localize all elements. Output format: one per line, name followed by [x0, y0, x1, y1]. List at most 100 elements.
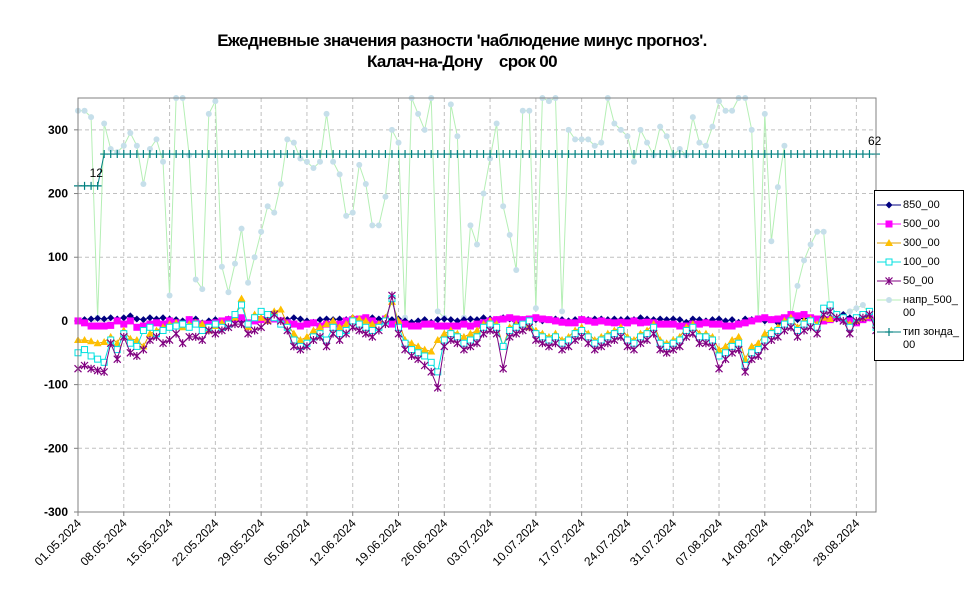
point [303, 320, 311, 328]
legend-symbol [877, 258, 901, 266]
point [682, 326, 690, 334]
point [499, 364, 508, 373]
point [846, 308, 853, 315]
point [669, 339, 677, 347]
point [649, 329, 658, 338]
point [217, 326, 226, 335]
point [669, 345, 678, 354]
point [493, 120, 500, 127]
point [493, 316, 501, 324]
point [211, 329, 220, 338]
point [93, 339, 102, 347]
point [532, 305, 539, 312]
point [662, 348, 671, 357]
point [676, 316, 684, 324]
point [885, 328, 893, 336]
point [185, 316, 193, 324]
point [342, 320, 351, 328]
point [820, 304, 828, 312]
point [630, 345, 638, 354]
point [545, 98, 552, 105]
point [231, 260, 238, 267]
x-tick-label: 07.08.2024 [673, 516, 726, 569]
point [225, 289, 232, 296]
x-tick-label: 31.07.2024 [627, 516, 680, 569]
point [107, 314, 115, 322]
point [80, 361, 89, 370]
point [421, 320, 429, 328]
point [487, 155, 494, 162]
point [584, 317, 592, 325]
point [257, 313, 266, 321]
point [689, 323, 697, 331]
point [748, 126, 755, 133]
legend-entry: 850_00 [875, 199, 963, 212]
point [362, 323, 370, 331]
chart-subtitle: Калач-на-Дону срок 00 [367, 52, 557, 71]
point [630, 158, 637, 165]
point [807, 241, 814, 248]
point [474, 241, 480, 248]
legend-entry: 300_00 [875, 237, 963, 250]
point [473, 333, 481, 341]
point [709, 123, 716, 130]
point [290, 320, 298, 328]
point [617, 126, 624, 133]
x-tick-label: 19.06.2024 [352, 516, 405, 569]
point [480, 323, 488, 331]
point [499, 315, 507, 323]
point [126, 339, 134, 347]
point [741, 367, 750, 376]
point [722, 107, 729, 114]
point [330, 158, 337, 165]
x-tick-label: 28.08.2024 [810, 516, 863, 569]
point [708, 342, 717, 351]
point [198, 336, 207, 345]
legend-symbol [877, 220, 901, 228]
point [433, 336, 442, 344]
legend-entry: тип зонда_00 [875, 326, 963, 352]
point [616, 332, 625, 341]
point [597, 317, 605, 325]
point [885, 220, 893, 228]
point [153, 136, 160, 143]
point [728, 322, 736, 330]
point [826, 315, 835, 323]
point [395, 139, 402, 146]
point [571, 330, 579, 338]
point [676, 336, 684, 344]
point [139, 322, 147, 330]
point [702, 319, 710, 327]
point [414, 342, 423, 350]
point [715, 352, 723, 360]
point [578, 136, 585, 143]
point [166, 323, 174, 331]
point [296, 322, 304, 330]
point [87, 337, 96, 345]
legend-label: напр_500_00 [903, 294, 958, 319]
point [512, 315, 520, 323]
point [238, 301, 246, 309]
point [191, 332, 200, 341]
point [459, 345, 468, 354]
point [767, 330, 775, 338]
point [591, 142, 598, 149]
point [427, 367, 436, 376]
point [362, 180, 369, 187]
point [106, 339, 115, 348]
point [590, 345, 599, 354]
point [349, 209, 356, 216]
point [800, 311, 808, 319]
point [401, 345, 409, 354]
point [126, 317, 134, 325]
point [768, 238, 775, 245]
point [355, 320, 363, 328]
point [414, 349, 422, 357]
point [199, 286, 206, 293]
point [859, 302, 866, 308]
point [610, 319, 618, 327]
point [368, 326, 376, 334]
point [885, 201, 893, 209]
point [748, 349, 756, 357]
point [434, 322, 442, 330]
